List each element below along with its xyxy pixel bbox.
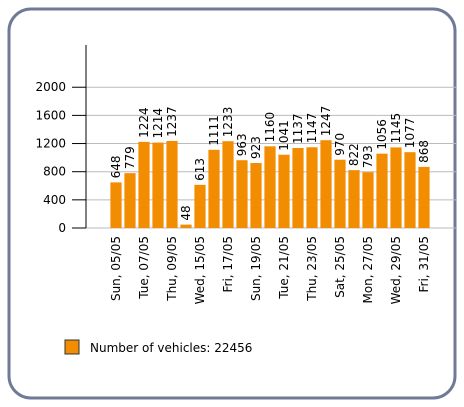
bar [376, 153, 388, 228]
value-label: 613 [193, 158, 207, 181]
value-label: 648 [109, 155, 123, 178]
y-tick-label: 400 [43, 193, 66, 207]
bar [404, 152, 416, 228]
bar [306, 147, 318, 228]
value-label: 779 [123, 146, 137, 169]
y-tick-label: 1600 [35, 108, 66, 122]
bar [180, 224, 192, 228]
bar [418, 166, 430, 228]
value-label: 1224 [137, 107, 151, 138]
value-label: 822 [347, 143, 361, 166]
y-tick-label: 800 [43, 165, 66, 179]
value-label: 1137 [291, 113, 305, 144]
bar [222, 141, 234, 228]
bar [110, 182, 122, 228]
value-label: 1237 [165, 106, 179, 137]
y-tick-label: 1200 [35, 137, 66, 151]
bar [348, 170, 360, 228]
x-tick-label: Thu, 09/05 [165, 236, 179, 302]
value-label: 1233 [221, 107, 235, 138]
x-tick-label: Sun, 19/05 [249, 236, 263, 301]
bar [166, 140, 178, 228]
value-label: 1247 [319, 106, 333, 137]
value-label: 1147 [305, 113, 319, 144]
bar [138, 141, 150, 228]
x-tick-label: Tue, 07/05 [137, 236, 151, 300]
bar [390, 147, 402, 228]
bar [278, 154, 290, 228]
value-label: 1077 [403, 118, 417, 149]
value-label: 1041 [277, 120, 291, 151]
value-label: 923 [249, 136, 263, 159]
value-label: 793 [361, 145, 375, 168]
y-tick-label: 0 [58, 221, 66, 235]
bar [208, 149, 220, 228]
bar [124, 173, 136, 228]
value-label: 1056 [375, 119, 389, 150]
x-tick-label: Mon, 27/05 [361, 236, 375, 304]
value-label: 963 [235, 133, 249, 156]
legend-swatch [64, 339, 80, 355]
value-label: 868 [417, 140, 431, 163]
x-tick-label: Wed, 15/05 [193, 236, 207, 304]
bar [250, 163, 262, 228]
x-tick-label: Sat, 25/05 [333, 236, 347, 298]
bar [362, 172, 374, 228]
value-label: 1111 [207, 115, 221, 146]
bar [194, 184, 206, 228]
x-tick-label: Sun, 05/05 [109, 236, 123, 301]
x-tick-label: Tue, 21/05 [277, 236, 291, 300]
value-label: 1145 [389, 113, 403, 144]
value-label: 970 [333, 133, 347, 156]
x-tick-label: Fri, 31/05 [417, 236, 431, 293]
bar [264, 146, 276, 228]
x-tick-label: Thu, 23/05 [305, 236, 319, 302]
bar [334, 159, 346, 228]
bar [292, 147, 304, 228]
x-tick-label: Wed, 29/05 [389, 236, 403, 304]
bar [320, 140, 332, 228]
x-tick-label: Fri, 17/05 [221, 236, 235, 293]
y-tick-label: 2000 [35, 80, 66, 94]
legend-label: Number of vehicles: 22456 [90, 341, 252, 355]
value-label: 1160 [263, 112, 277, 143]
bar [236, 160, 248, 228]
bar [152, 142, 164, 228]
value-label: 1214 [151, 108, 165, 139]
value-label: 48 [179, 205, 193, 220]
